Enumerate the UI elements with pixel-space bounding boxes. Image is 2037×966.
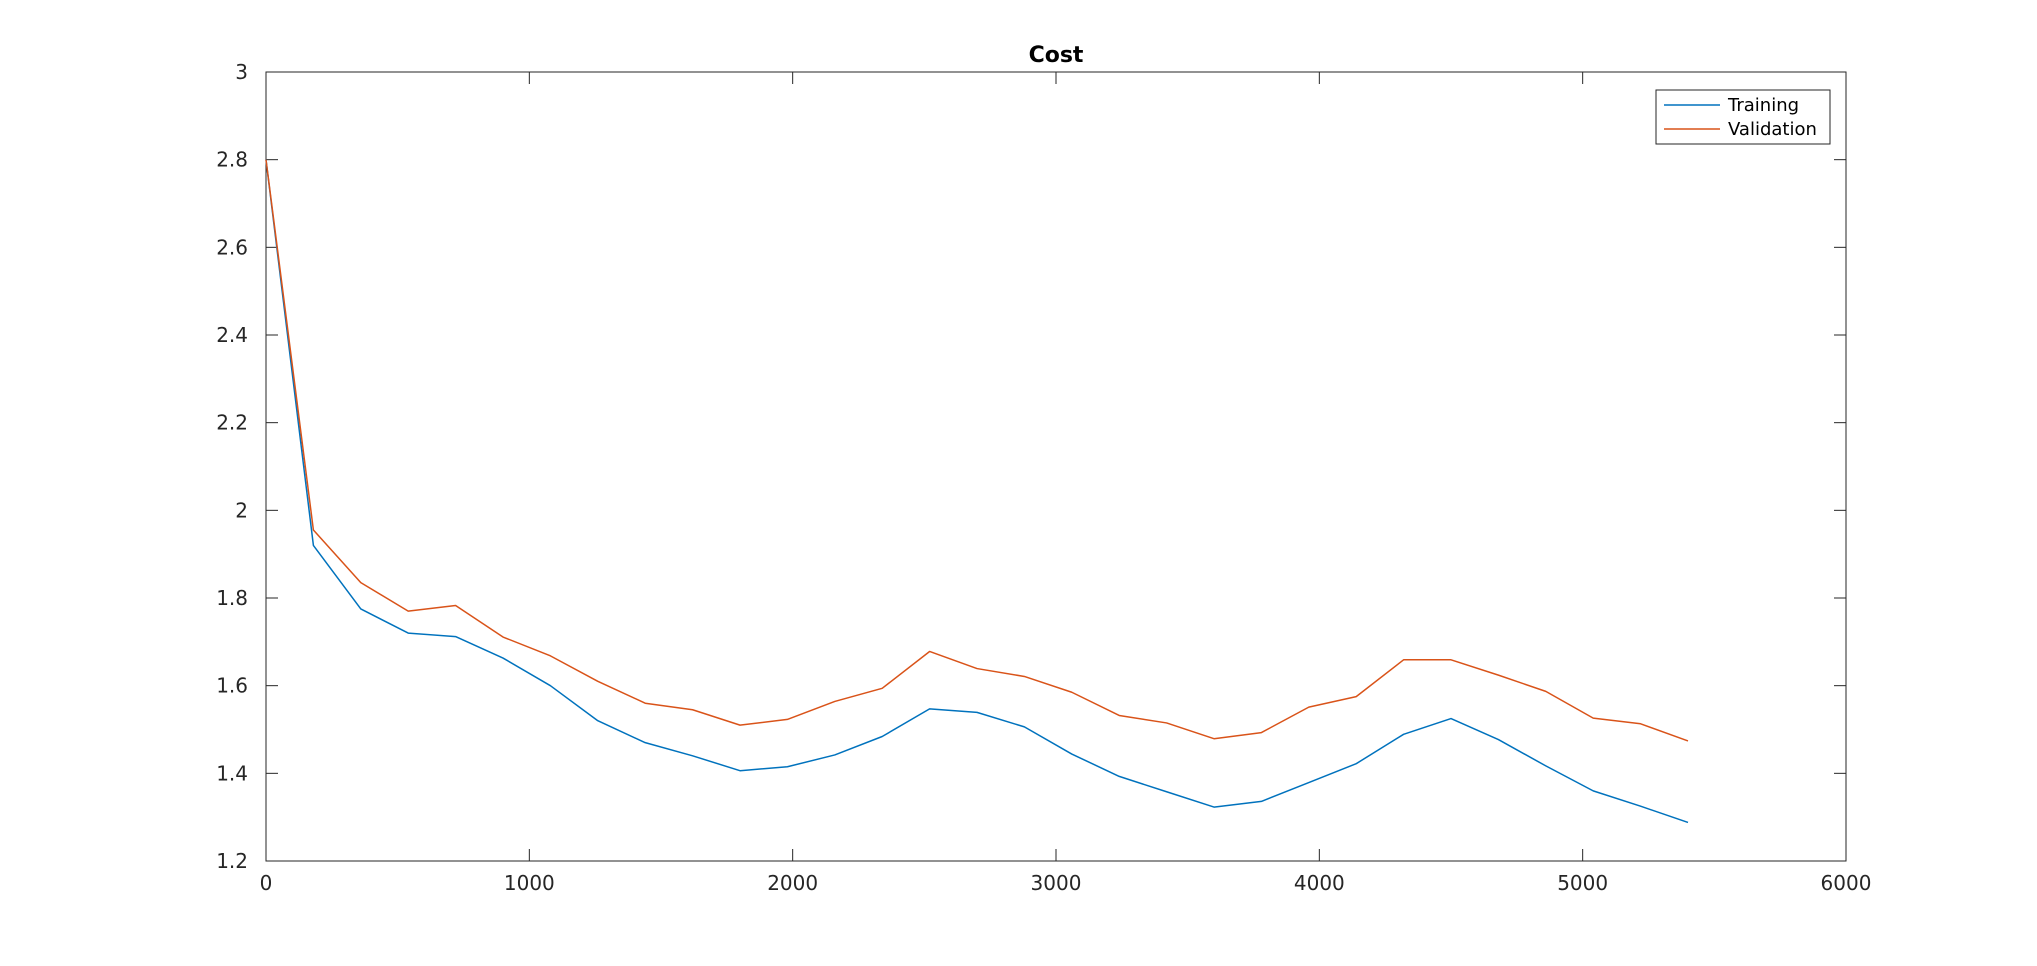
- y-tick-label: 1.8: [216, 586, 248, 610]
- x-tick-label: 1000: [504, 871, 555, 895]
- x-tick-label: 0: [260, 871, 273, 895]
- y-tick-label: 2.6: [216, 235, 248, 259]
- series-line-validation: [265, 159, 1689, 742]
- x-tick-label: 6000: [1821, 871, 1872, 895]
- axis-ticks: 0 1000 2000 3000 4000 5000 6000 1.2 1.4 1.6 1.8 2 2.…: [216, 60, 1871, 895]
- chart-title: Cost: [1029, 43, 1084, 68]
- legend-box: [1655, 89, 1831, 145]
- y-tick-label: 1.4: [216, 761, 248, 785]
- y-tick-label: 1.2: [216, 849, 248, 873]
- x-tick-label: 2000: [767, 871, 818, 895]
- plot-area: [265, 71, 1847, 862]
- y-tick-label: 2.4: [216, 323, 248, 347]
- x-tick-label: 4000: [1294, 871, 1345, 895]
- legend-label-validation: Validation: [1728, 119, 1817, 140]
- legend: Training Validation: [1655, 89, 1831, 145]
- y-tick-label: 2.8: [216, 148, 248, 172]
- y-tick-label: 3: [235, 60, 248, 84]
- y-tick-label: 2.2: [216, 411, 248, 435]
- x-tick-label: 5000: [1557, 871, 1608, 895]
- y-tick-label: 2: [235, 498, 248, 522]
- y-tick-label: 1.6: [216, 674, 248, 698]
- legend-label-training: Training: [1727, 95, 1799, 116]
- series-line-training: [265, 159, 1689, 824]
- series-lines: [265, 159, 1689, 824]
- x-tick-label: 3000: [1031, 871, 1082, 895]
